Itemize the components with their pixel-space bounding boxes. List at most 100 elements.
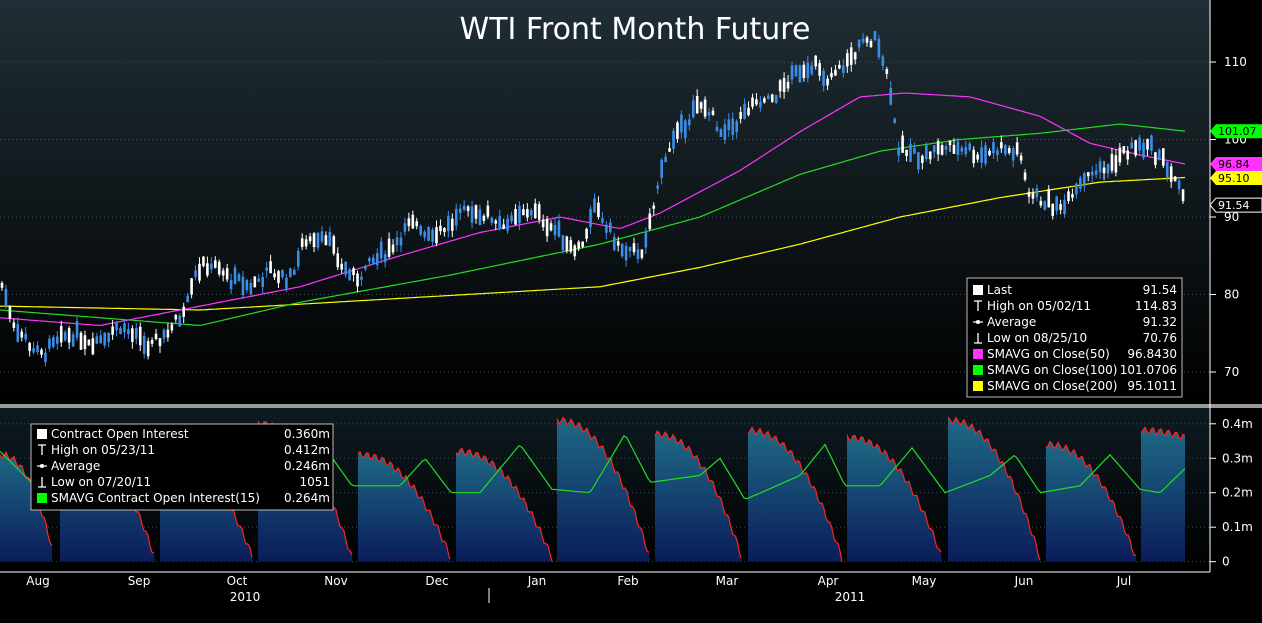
candle-body [478, 209, 482, 226]
price-legend-label: SMAVG on Close(200) [987, 379, 1117, 393]
last-value-tag [1210, 156, 1262, 171]
candle-body [609, 222, 612, 232]
candle-body [407, 218, 411, 227]
candle-body [616, 241, 620, 246]
candle-body [383, 254, 387, 263]
price-legend-label: SMAVG on Close(50) [987, 347, 1110, 361]
candle-body [332, 236, 336, 254]
last-value-label: 95.10 [1210, 170, 1262, 185]
candle-body [1169, 166, 1173, 182]
candle-body [182, 306, 185, 317]
candle-body [387, 238, 391, 257]
price-legend-label: Last [987, 283, 1012, 297]
candle-body [289, 268, 292, 277]
candle-body [427, 227, 430, 241]
candle-body [379, 241, 383, 259]
oi-area-fill [655, 431, 742, 562]
candle-body [1181, 189, 1185, 202]
candle-body [1086, 172, 1090, 177]
candle-body [186, 295, 189, 303]
month-label: Mar [716, 574, 739, 588]
candle-body [688, 119, 691, 126]
price-legend-value: 95.1011 [1127, 379, 1177, 393]
candle-body [142, 335, 146, 355]
candle-body [1079, 177, 1082, 189]
candle-body [593, 198, 596, 213]
candle-body [1055, 196, 1058, 211]
candle-body [1146, 139, 1149, 150]
candle-body [52, 337, 55, 347]
candle-body [964, 147, 968, 155]
candle-body [506, 218, 509, 231]
candle-body [399, 237, 403, 246]
candle-body [984, 145, 987, 164]
candle-body [87, 339, 91, 346]
candle-body [296, 250, 300, 267]
candle-body [95, 336, 99, 344]
candle-body [830, 72, 833, 78]
last-value-text: 95.10 [1218, 172, 1250, 185]
month-label: Sep [128, 574, 151, 588]
month-label: May [912, 574, 937, 588]
price-legend-label: Average [987, 315, 1036, 329]
candle-body [620, 243, 624, 257]
candle-body [502, 224, 505, 229]
candle-body [328, 231, 332, 246]
month-label: Jul [1116, 574, 1131, 588]
candle-body [715, 126, 719, 131]
price-legend-row: Last 91.54 [973, 283, 1177, 297]
candle-body [486, 205, 490, 217]
oi-area-fill [456, 448, 552, 562]
price-legend-value: 91.54 [1143, 283, 1177, 297]
candle-body [925, 144, 928, 160]
candle-body [976, 154, 979, 160]
candle-body [577, 241, 580, 249]
candle-body [786, 81, 790, 89]
candle-body [703, 99, 707, 117]
candle-body [0, 282, 4, 288]
open-interest-area [0, 416, 1186, 562]
candle-body [1110, 154, 1114, 171]
candle-body [909, 143, 912, 163]
x-axis: Aug Sep Oct Nov Dec Jan Feb Mar Apr May Jun Jul 2010… [0, 571, 1210, 604]
candle-body [127, 329, 130, 335]
candle-body [395, 237, 399, 246]
high-marker-icon [38, 444, 46, 455]
candle-body [1075, 183, 1078, 195]
candle-body [652, 205, 656, 209]
candle-body [1019, 155, 1023, 161]
candle-body [711, 110, 715, 115]
candle-body [1059, 204, 1062, 210]
oi-legend-row: Low on 07/20/11 1051 [38, 475, 330, 489]
oi-tick-label: 0.3m [1222, 451, 1253, 465]
candle-body [632, 243, 636, 253]
candle-body [146, 341, 150, 357]
candle-body [932, 145, 936, 153]
candle-body [889, 87, 893, 105]
candle-body [545, 218, 549, 237]
candle-body [514, 209, 517, 225]
oi-legend-value: 0.246m [284, 459, 330, 473]
month-label: Jan [527, 574, 547, 588]
average-marker-dot [40, 464, 44, 468]
candle-body [846, 53, 849, 67]
candle-body [352, 268, 355, 276]
average-marker-dot [976, 320, 980, 324]
candle-body [980, 147, 983, 163]
candle-body [956, 141, 960, 155]
candle-body [1023, 172, 1027, 180]
oi-legend-row: Average 0.246m [37, 459, 330, 473]
candle-body [553, 224, 557, 236]
candle-body [443, 227, 446, 233]
candle-body [83, 335, 87, 350]
candle-body [32, 348, 35, 353]
oi-area-edge [1045, 440, 1137, 557]
candle-body [1011, 148, 1015, 161]
candle-body [897, 147, 900, 156]
candle-body [1158, 149, 1161, 160]
candle-body [565, 236, 569, 252]
candle-body [806, 62, 810, 78]
candle-body [340, 263, 343, 270]
